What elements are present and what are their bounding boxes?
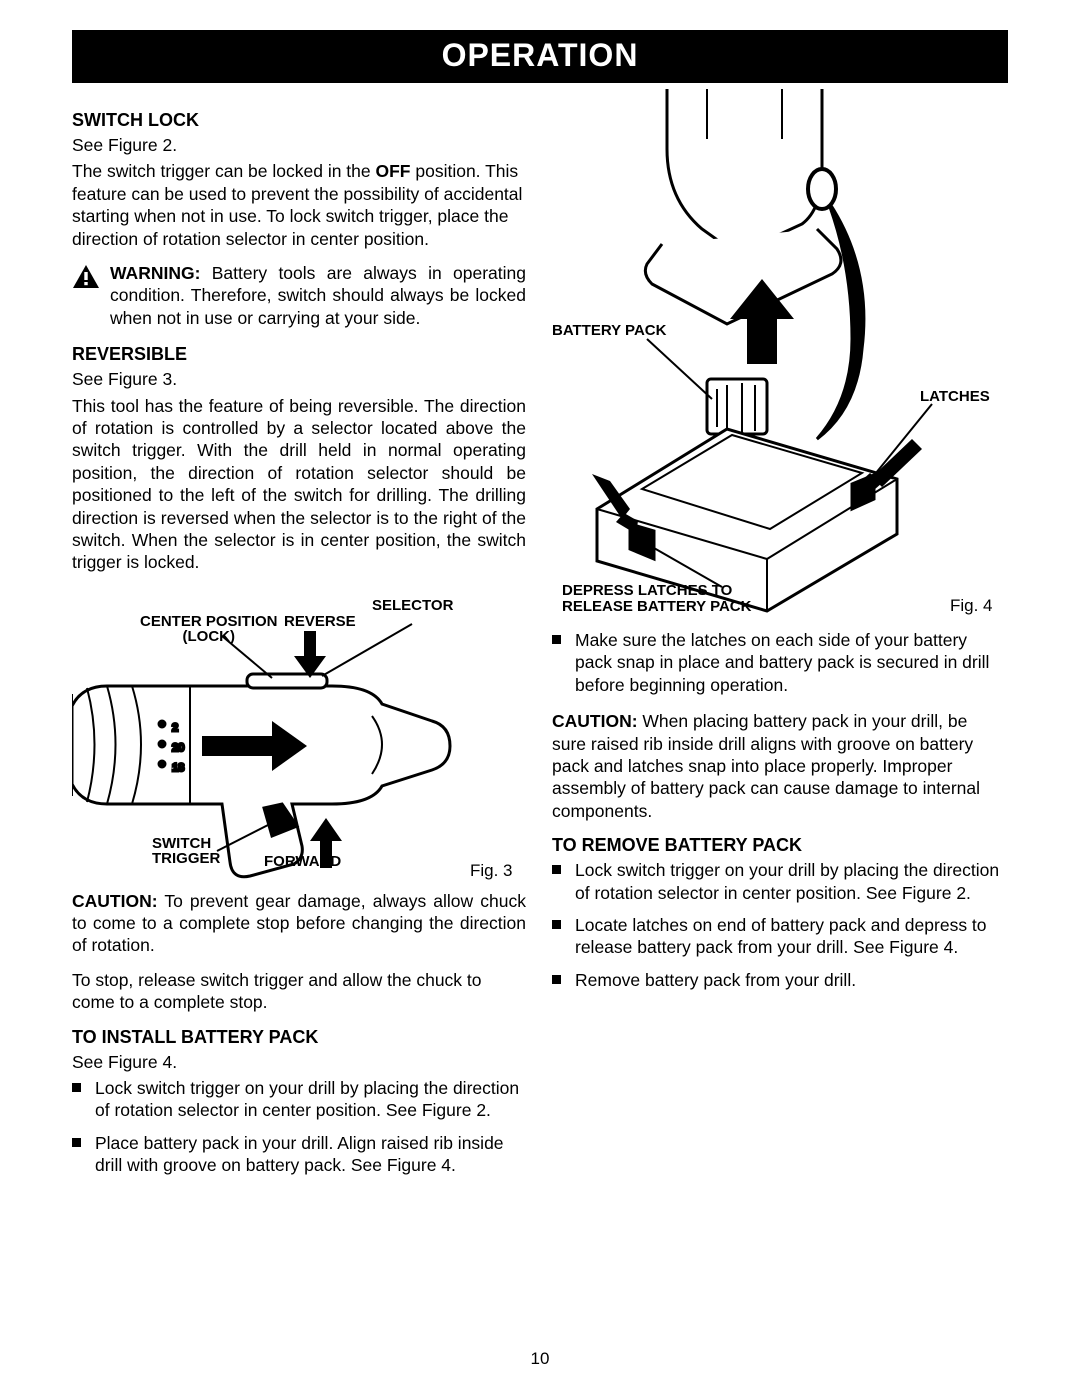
left-column: SWITCH LOCK See Figure 2. The switch tri… xyxy=(72,107,526,1187)
caution-gear: CAUTION: To prevent gear damage, always … xyxy=(72,890,526,957)
label-battery-pack: BATTERY PACK xyxy=(552,323,666,339)
list-item: Place battery pack in your drill. Align … xyxy=(72,1132,526,1177)
svg-text:20: 20 xyxy=(172,742,184,754)
list-item: Remove battery pack from your drill. xyxy=(552,969,1006,991)
list-item: Make sure the latches on each side of yo… xyxy=(552,629,1006,696)
heading-install: TO INSTALL BATTERY PACK xyxy=(72,1026,526,1049)
label-latches: LATCHES xyxy=(920,389,990,405)
remove-bullets: Lock switch trigger on your drill by pla… xyxy=(552,859,1006,991)
see-figure-4a: See Figure 4. xyxy=(72,1051,526,1073)
page-number: 10 xyxy=(0,1349,1080,1369)
stop-para: To stop, release switch trigger and allo… xyxy=(72,969,526,1014)
warning-icon xyxy=(72,264,100,329)
svg-text:2: 2 xyxy=(172,722,178,734)
heading-reversible: REVERSIBLE xyxy=(72,343,526,366)
figure-4: BATTERY PACK LATCHES DEPRESS LATCHES TOR… xyxy=(552,89,1006,619)
right-column: BATTERY PACK LATCHES DEPRESS LATCHES TOR… xyxy=(552,107,1006,1187)
reversible-para: This tool has the feature of being rever… xyxy=(72,395,526,574)
bullet-icon xyxy=(552,635,561,644)
secure-bullet: Make sure the latches on each side of yo… xyxy=(552,629,1006,696)
fig4-caption: Fig. 4 xyxy=(950,597,993,615)
list-item: Lock switch trigger on your drill by pla… xyxy=(552,859,1006,904)
bullet-icon xyxy=(72,1083,81,1092)
svg-text:18: 18 xyxy=(172,762,184,774)
bullet-icon xyxy=(552,975,561,984)
title-bar: OPERATION xyxy=(72,30,1008,83)
warning-block: WARNING: Battery tools are always in ope… xyxy=(72,262,526,329)
two-column-layout: SWITCH LOCK See Figure 2. The switch tri… xyxy=(72,107,1008,1187)
heading-remove: TO REMOVE BATTERY PACK xyxy=(552,834,1006,857)
bullet-icon xyxy=(72,1138,81,1147)
bullet-icon xyxy=(552,865,561,874)
caution-battery: CAUTION: When placing battery pack in yo… xyxy=(552,710,1006,822)
label-depress: DEPRESS LATCHES TORELEASE BATTERY PACK xyxy=(562,583,751,615)
see-figure-3: See Figure 3. xyxy=(72,368,526,390)
warning-text: WARNING: Battery tools are always in ope… xyxy=(110,262,526,329)
label-reverse: REVERSE xyxy=(284,614,356,630)
switch-lock-para: The switch trigger can be locked in the … xyxy=(72,160,526,250)
list-item: Locate latches on end of battery pack an… xyxy=(552,914,1006,959)
heading-switch-lock: SWITCH LOCK xyxy=(72,109,526,132)
list-item: Lock switch trigger on your drill by pla… xyxy=(72,1077,526,1122)
label-selector: SELECTOR xyxy=(372,598,453,614)
see-figure-2a: See Figure 2. xyxy=(72,134,526,156)
label-center-position: CENTER POSITION(LOCK) xyxy=(140,614,278,646)
bullet-icon xyxy=(552,920,561,929)
fig3-caption: Fig. 3 xyxy=(470,862,513,880)
label-switch-trigger: SWITCHTRIGGER xyxy=(152,836,220,868)
figure-3: 2 20 18 xyxy=(72,586,526,886)
install-bullets: Lock switch trigger on your drill by pla… xyxy=(72,1077,526,1177)
label-forward: FORWARD xyxy=(264,854,341,870)
